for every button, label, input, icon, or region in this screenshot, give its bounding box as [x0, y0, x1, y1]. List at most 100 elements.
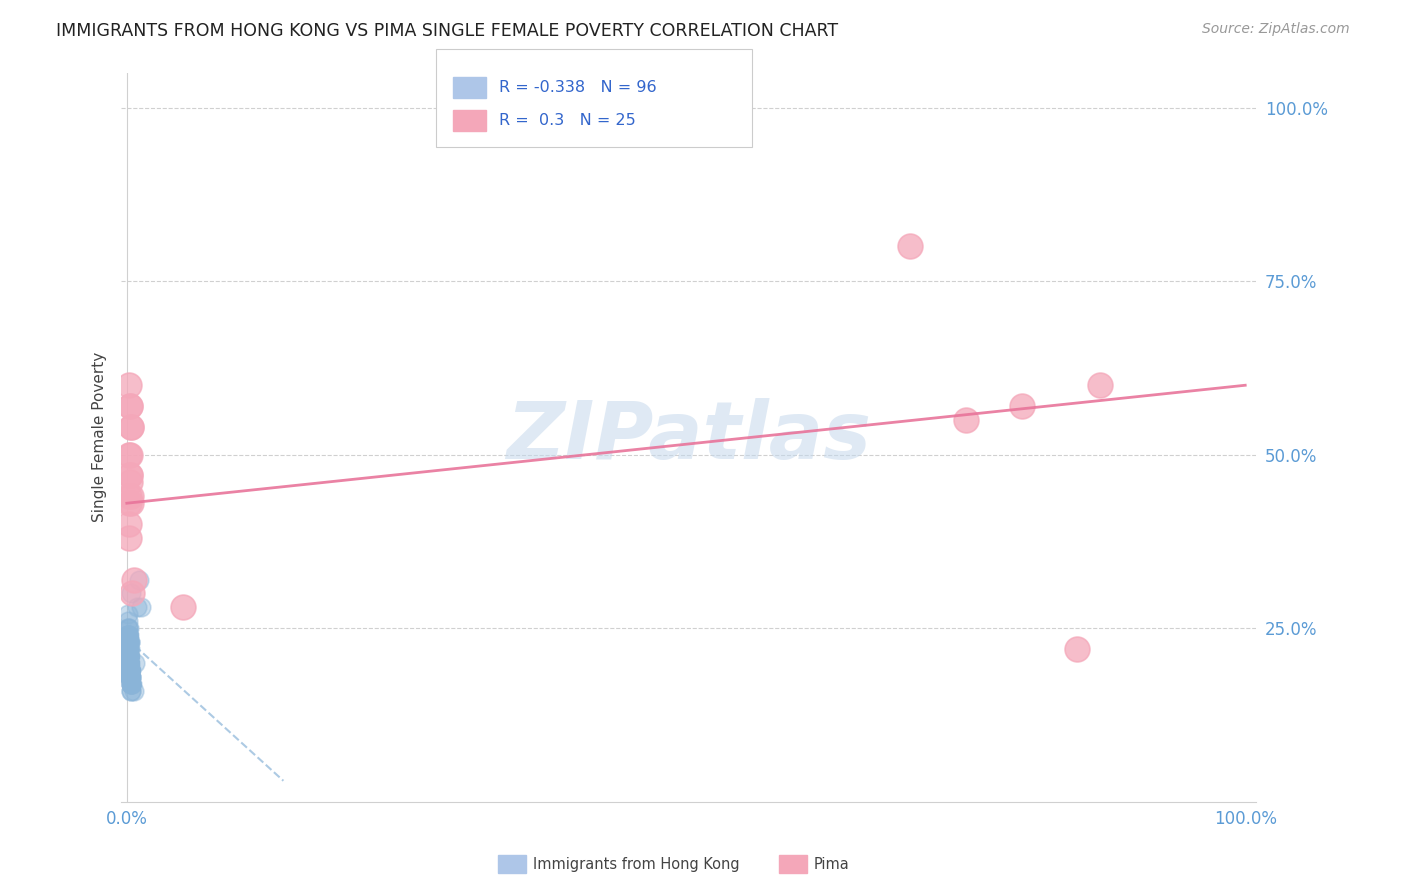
Point — [120, 663, 142, 677]
Point — [118, 648, 141, 663]
Point — [120, 420, 142, 434]
Point — [117, 648, 139, 663]
Point — [118, 628, 141, 642]
Point — [118, 648, 141, 663]
Point — [122, 573, 145, 587]
Point — [118, 663, 141, 677]
Point — [118, 496, 141, 510]
Text: IMMIGRANTS FROM HONG KONG VS PIMA SINGLE FEMALE POVERTY CORRELATION CHART: IMMIGRANTS FROM HONG KONG VS PIMA SINGLE… — [56, 22, 838, 40]
Point — [118, 531, 141, 545]
Point — [117, 635, 139, 649]
Point — [120, 489, 142, 503]
Point — [118, 489, 141, 503]
Point — [118, 656, 141, 670]
Point — [118, 448, 141, 462]
Point — [120, 670, 142, 684]
Point — [120, 496, 142, 510]
Text: Source: ZipAtlas.com: Source: ZipAtlas.com — [1202, 22, 1350, 37]
Point — [120, 670, 142, 684]
Point — [121, 586, 143, 600]
Point — [120, 635, 142, 649]
Point — [117, 607, 139, 622]
Point — [120, 663, 142, 677]
Point — [118, 656, 141, 670]
Point — [120, 670, 142, 684]
Point — [120, 663, 142, 677]
Point — [118, 635, 141, 649]
Point — [117, 628, 139, 642]
Point — [120, 399, 142, 413]
Point — [118, 648, 141, 663]
Point — [120, 468, 142, 483]
Point — [118, 656, 141, 670]
Point — [122, 683, 145, 698]
Point — [118, 656, 141, 670]
Point — [117, 642, 139, 657]
Point — [117, 642, 139, 657]
Point — [118, 656, 141, 670]
Point — [120, 399, 142, 413]
Point — [117, 642, 139, 657]
Point — [117, 628, 139, 642]
Point — [120, 663, 142, 677]
Point — [117, 621, 139, 635]
Point — [120, 670, 142, 684]
Point — [117, 621, 139, 635]
Point — [117, 642, 139, 657]
Point — [120, 670, 142, 684]
Point — [117, 642, 139, 657]
Point — [1066, 642, 1088, 657]
Point — [898, 239, 921, 253]
Text: Pima: Pima — [814, 857, 849, 871]
Point — [120, 475, 142, 490]
Text: R = -0.338   N = 96: R = -0.338 N = 96 — [499, 80, 657, 95]
Point — [118, 648, 141, 663]
Text: R =  0.3   N = 25: R = 0.3 N = 25 — [499, 113, 636, 128]
Point — [120, 676, 142, 690]
Point — [120, 670, 142, 684]
Point — [120, 670, 142, 684]
Point — [120, 670, 142, 684]
Point — [117, 642, 139, 657]
Text: ZIPatlas: ZIPatlas — [506, 399, 872, 476]
Point — [120, 663, 142, 677]
Point — [118, 378, 141, 392]
Point — [118, 656, 141, 670]
Point — [117, 614, 139, 628]
Point — [125, 600, 148, 615]
Point — [120, 670, 142, 684]
Point — [117, 628, 139, 642]
Point — [117, 635, 139, 649]
Point — [120, 448, 142, 462]
Point — [117, 635, 139, 649]
Point — [120, 663, 142, 677]
Point — [120, 663, 142, 677]
Point — [118, 635, 141, 649]
Point — [118, 642, 141, 657]
Point — [120, 663, 142, 677]
Point — [120, 420, 142, 434]
Point — [120, 670, 142, 684]
Point — [118, 621, 141, 635]
Point — [131, 600, 153, 615]
Point — [118, 648, 141, 663]
Point — [118, 656, 141, 670]
Point — [117, 642, 139, 657]
Point — [955, 413, 977, 427]
Point — [120, 676, 142, 690]
Point — [118, 656, 141, 670]
Point — [121, 676, 143, 690]
Point — [172, 600, 194, 615]
Point — [117, 635, 139, 649]
Point — [120, 656, 142, 670]
Point — [120, 683, 142, 698]
Point — [120, 635, 142, 649]
Point — [118, 648, 141, 663]
Point — [128, 573, 150, 587]
Point — [120, 663, 142, 677]
Point — [117, 642, 139, 657]
Point — [120, 663, 142, 677]
Point — [118, 648, 141, 663]
Point — [118, 656, 141, 670]
Point — [117, 628, 139, 642]
